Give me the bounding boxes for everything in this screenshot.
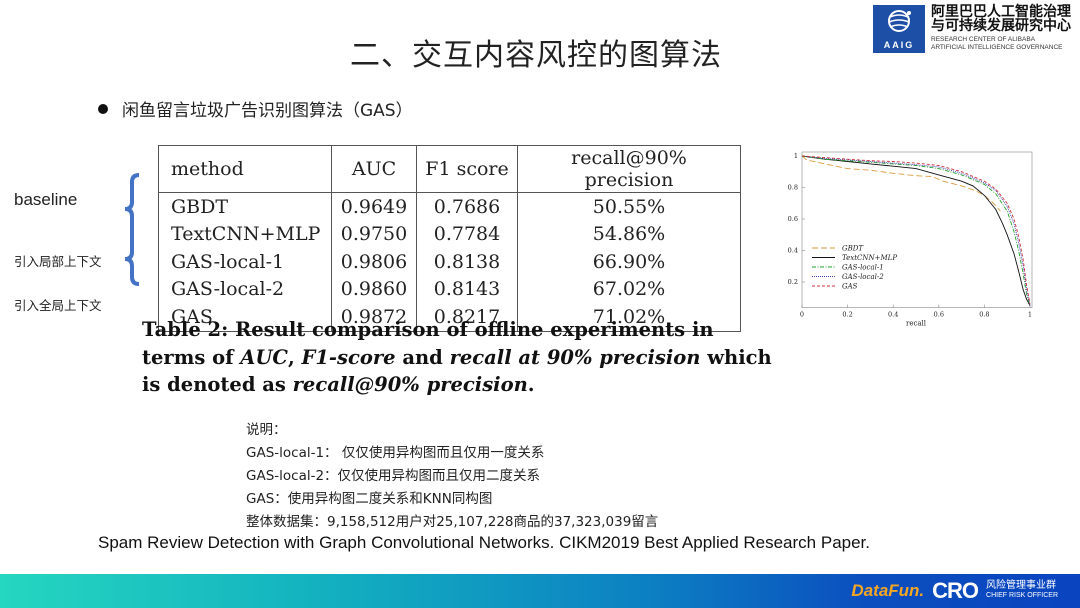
brace-icon [124,173,140,286]
svg-text:0.2: 0.2 [788,278,798,286]
cell-recall: 71.02% [517,303,741,331]
caption-text: Table 2: Result comparison of offline ex… [142,318,714,369]
cell-method: GBDT [171,195,229,218]
caption-italic: F1-score [301,345,396,369]
label-baseline: baseline [14,190,78,209]
aaig-logo: AAIG 阿里巴巴人工智能治理 与可持续发展研究中心 RESEARCH CENT… [873,5,1078,53]
cro-en: CHIEF RISK OFFICER [986,592,1058,599]
cell-method: GAS [171,305,213,328]
logo-cn-line1: 阿里巴巴人工智能治理 [931,4,1071,20]
caption-text: , [287,345,302,369]
svg-text:0.8: 0.8 [979,311,989,319]
svg-text:1: 1 [1028,311,1032,319]
footer-logos: DataFun. CRO 风险管理事业群 CHIEF RISK OFFICER [851,580,1058,602]
svg-text:1: 1 [794,152,798,160]
logo-en-line1: RESEARCH CENTER OF ALIBABA [931,36,1036,43]
chart-lines [801,155,1031,306]
table-row: GAS-local-1 0.9806 0.8138 66.90% [159,248,741,276]
table-row: GAS-local-2 0.9860 0.8143 67.02% [159,275,741,303]
notes-line: 整体数据集：9,158,512用户对25,107,228商品的37,323,03… [246,514,659,530]
results-table: method AUC F1 score recall@90% precision… [158,145,741,332]
bullet-dot-icon [98,103,108,114]
footer-bar: DataFun. CRO 风险管理事业群 CHIEF RISK OFFICER [0,574,1080,608]
svg-text:GAS-local-1: GAS-local-1 [842,263,884,271]
logo-cn-line2: 与可持续发展研究中心 [931,18,1071,34]
notes-heading: 说明： [246,422,287,438]
notes-line: GAS-local-1： 仅仅使用异构图而且仅用一度关系 [246,445,545,461]
cell-auc: 0.9750 [331,220,417,248]
table-row: TextCNN+MLP 0.9750 0.7784 54.86% [159,220,741,248]
label-local-context: 引入局部上下文 [14,254,102,269]
cro-text: 风险管理事业群 CHIEF RISK OFFICER [986,581,1058,601]
cell-method: GAS-local-2 [171,278,285,301]
cell-f1: 0.8138 [416,248,518,276]
table-row: GAS 0.9872 0.8217 71.02% [159,303,741,331]
series-line [801,155,1031,306]
table-header-row: method AUC F1 score recall@90% precision [158,145,741,193]
paper-reference: Spam Review Detection with Graph Convolu… [98,533,870,552]
bullet-item: 闲鱼留言垃圾广告识别图算法（GAS） [98,96,413,121]
cro-logo: CRO [932,578,979,603]
cell-recall: 66.90% [517,248,741,276]
caption-text: which is denoted as [142,345,772,397]
series-line [801,155,1031,306]
cell-method: TextCNN+MLP [171,223,321,246]
cell-f1: 0.7784 [416,220,518,248]
precision-recall-chart: 0 0.2 0.4 0.6 0.8 1 0.2 0.4 0.6 0.8 1 recall GBDT Te… [788,151,1033,328]
cell-f1: 0.8217 [416,303,518,331]
col-header-recall: recall@90% precision [517,145,741,193]
cell-recall: 50.55% [517,192,741,221]
svg-text:0.6: 0.6 [788,215,798,223]
col-header-f1: F1 score [416,145,518,193]
aaig-badge-text: AAIG [883,40,915,50]
svg-text:0.2: 0.2 [842,311,852,319]
cell-f1: 0.7686 [416,192,518,221]
cell-auc: 0.9806 [331,248,417,276]
caption-text: . [527,373,535,396]
caption-italic: recall at 90% precision [449,345,701,369]
table-row: GBDT 0.9649 0.7686 50.55% [159,192,741,221]
logo-en-line2: ARTIFICIAL INTELLIGENCE GOVERNANCE [931,44,1063,51]
notes-block: 说明： GAS-local-1： 仅仅使用异构图而且仅用一度关系 GAS-loc… [246,419,658,534]
cell-auc: 0.9872 [331,303,417,331]
cell-recall: 54.86% [517,220,741,248]
svg-text:0.6: 0.6 [934,311,944,319]
svg-text:GAS-local-2: GAS-local-2 [842,273,884,281]
svg-text:GAS: GAS [842,282,858,290]
svg-text:0.8: 0.8 [788,184,798,192]
series-line [801,155,1031,305]
svg-text:0.4: 0.4 [888,311,898,319]
svg-text:0.4: 0.4 [788,247,798,255]
cell-method: GAS-local-1 [171,250,285,273]
svg-text:TextCNN+MLP: TextCNN+MLP [842,254,897,262]
chart-axes: 0 0.2 0.4 0.6 0.8 1 0.2 0.4 0.6 0.8 1 recall [788,151,1033,328]
svg-text:0: 0 [800,311,804,319]
cell-auc: 0.9860 [331,275,417,303]
series-line [801,155,1031,306]
col-header-method: method [158,145,332,193]
caption-italic: recall@90% precision [292,373,528,396]
svg-text:recall: recall [906,320,927,328]
cro-cn: 风险管理事业群 [986,580,1057,591]
globe-icon [888,10,911,32]
slide-title: 二、交互内容风控的图算法 [350,38,722,73]
datafun-logo: DataFun. [851,581,925,600]
caption-text: and [395,345,450,369]
svg-text:GBDT: GBDT [842,244,864,252]
table-caption: Table 2: Result comparison of offline ex… [142,316,772,399]
bullet-text: 闲鱼留言垃圾广告识别图算法（GAS） [122,101,413,121]
cell-auc: 0.9649 [331,192,417,221]
aaig-emblem: AAIG [873,5,925,53]
caption-italic: AUC [240,345,288,369]
col-header-auc: AUC [331,145,417,193]
series-line [801,155,1001,212]
notes-line: GAS：使用异构图二度关系和KNN同构图 [246,491,493,507]
cell-f1: 0.8143 [416,275,518,303]
cell-recall: 67.02% [517,275,741,303]
label-global-context: 引入全局上下文 [14,298,102,313]
notes-line: GAS-local-2：仅仅使用异构图而且仅用二度关系 [246,468,541,484]
